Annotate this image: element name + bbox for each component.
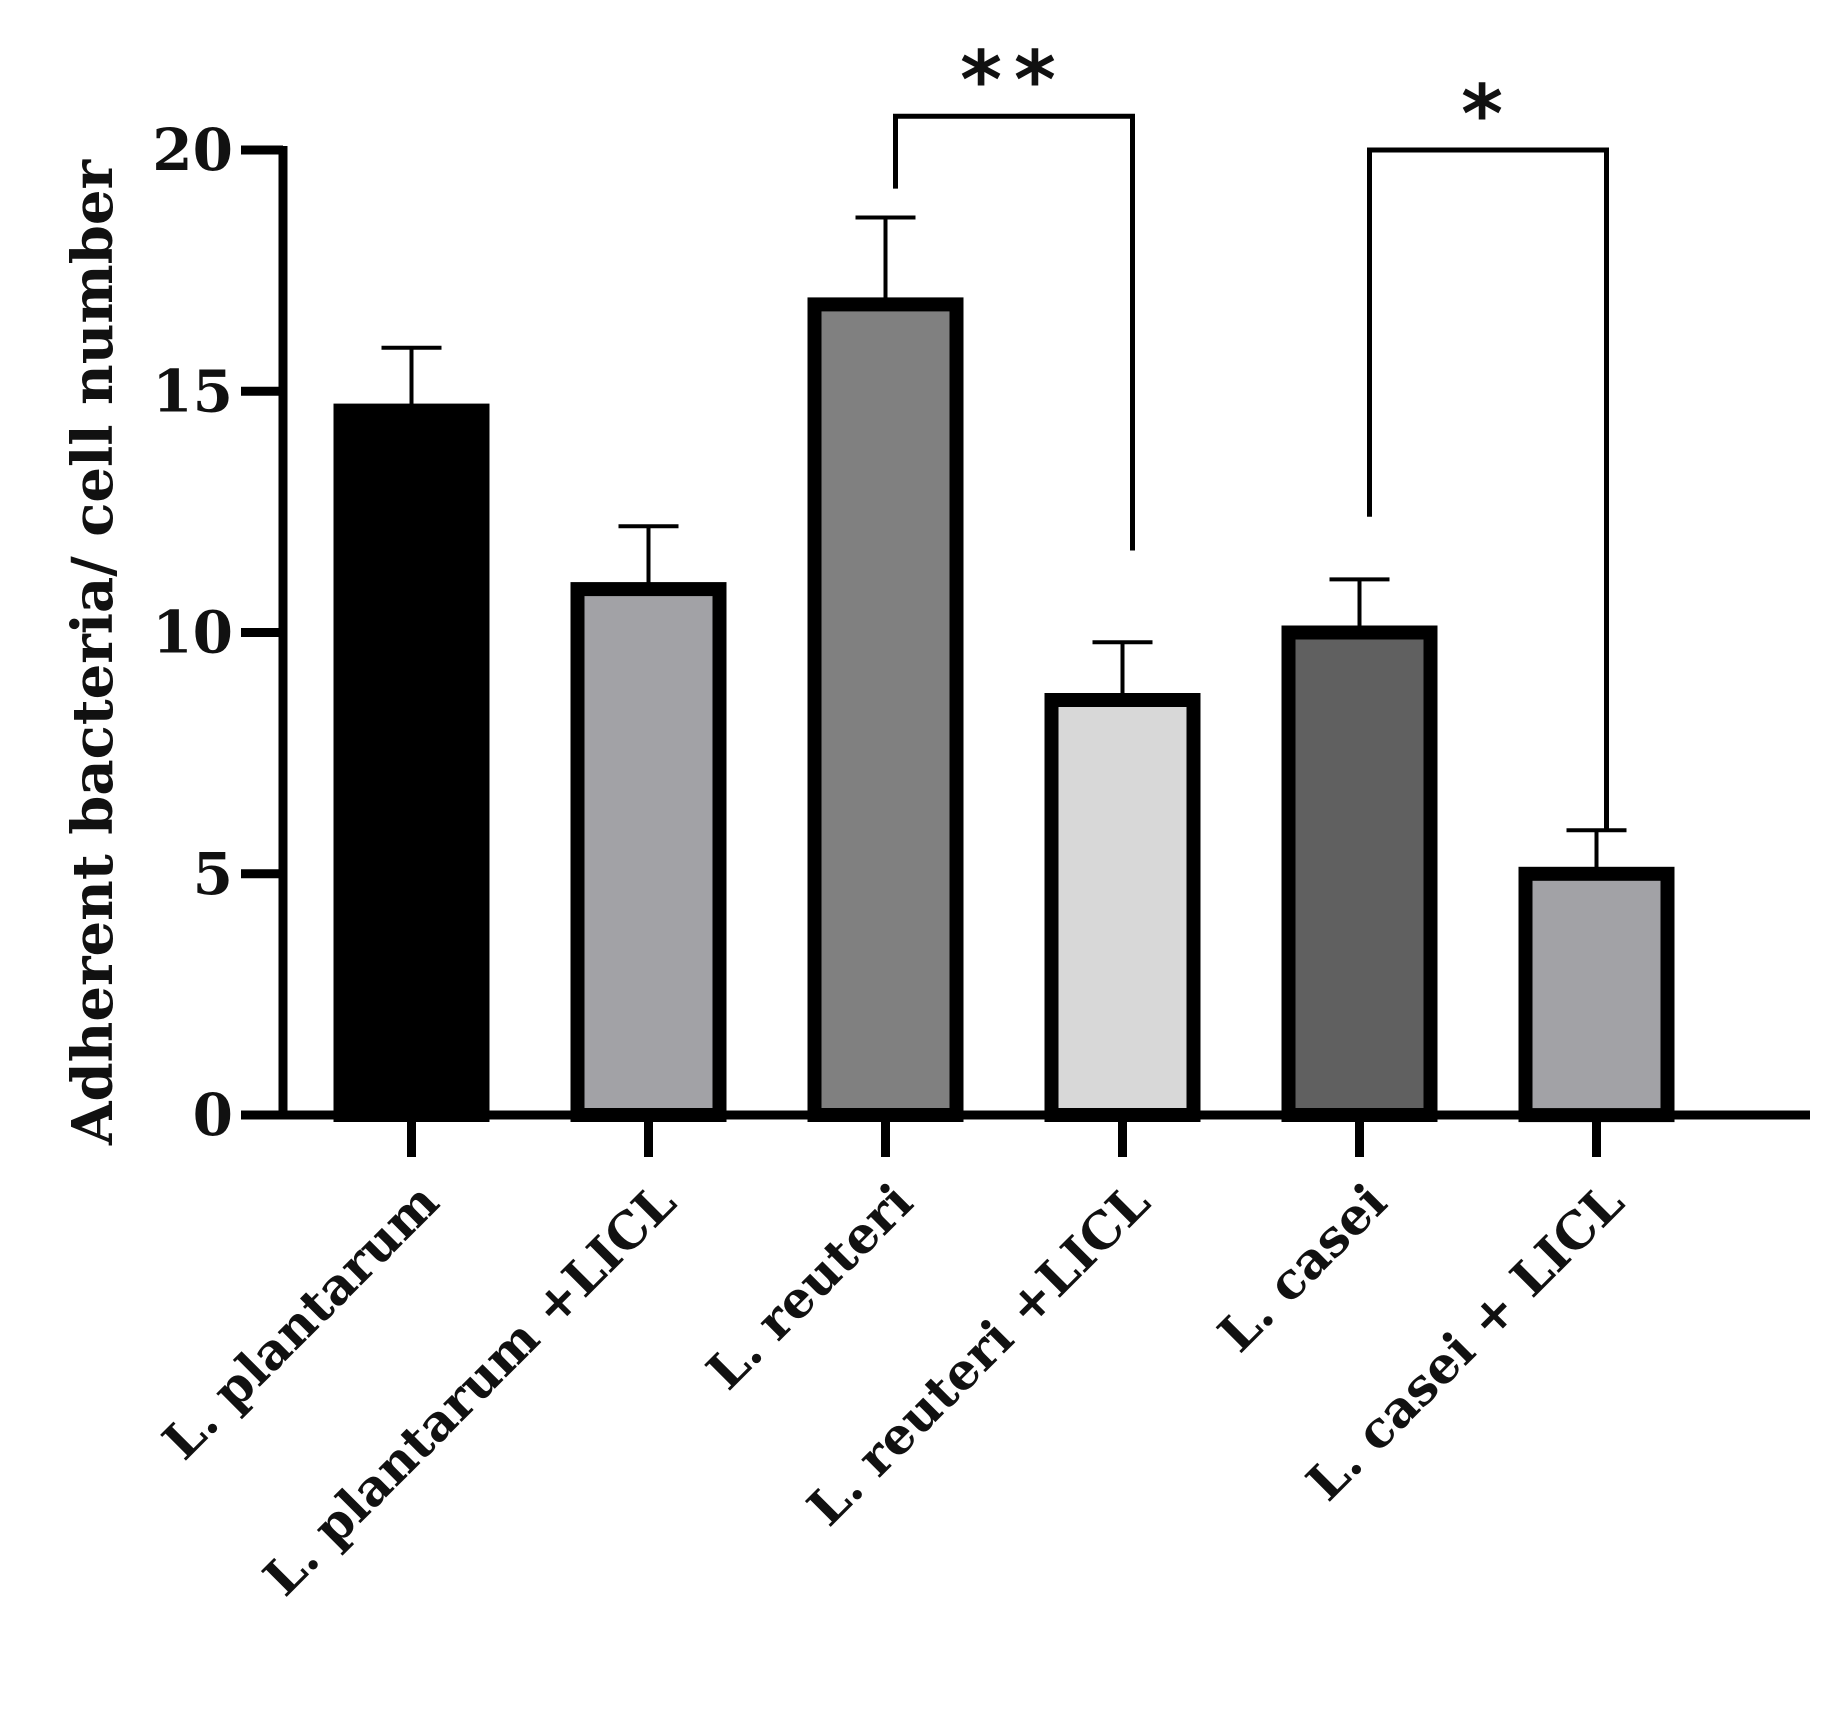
y-tick-label-0: 0 — [193, 1081, 233, 1149]
y-tick-label-3: 15 — [152, 357, 233, 425]
y-tick-label-1: 5 — [193, 840, 233, 908]
significance-label-0: ** — [960, 34, 1068, 127]
bar-5 — [1518, 866, 1675, 1123]
y-tick-label-4: 20 — [152, 116, 233, 184]
significance-bracket-0 — [893, 113, 1135, 551]
bar-1 — [570, 582, 727, 1122]
x-tick-label-1: L. plantarum +LICL — [252, 1172, 687, 1607]
y-axis-title: Adherent bacteria/ cell number — [60, 159, 126, 1146]
bar-4 — [1281, 625, 1438, 1122]
significance-bracket-1 — [1367, 147, 1609, 831]
bar-3 — [1044, 693, 1201, 1122]
bar-0 — [333, 403, 490, 1123]
significance-label-1: * — [1461, 68, 1515, 161]
y-tick-label-2: 10 — [152, 599, 233, 667]
x-tick-label-2: L. reuteri — [695, 1172, 924, 1401]
x-tick-label-4: L. casei — [1207, 1172, 1398, 1363]
bar-2 — [807, 297, 964, 1122]
